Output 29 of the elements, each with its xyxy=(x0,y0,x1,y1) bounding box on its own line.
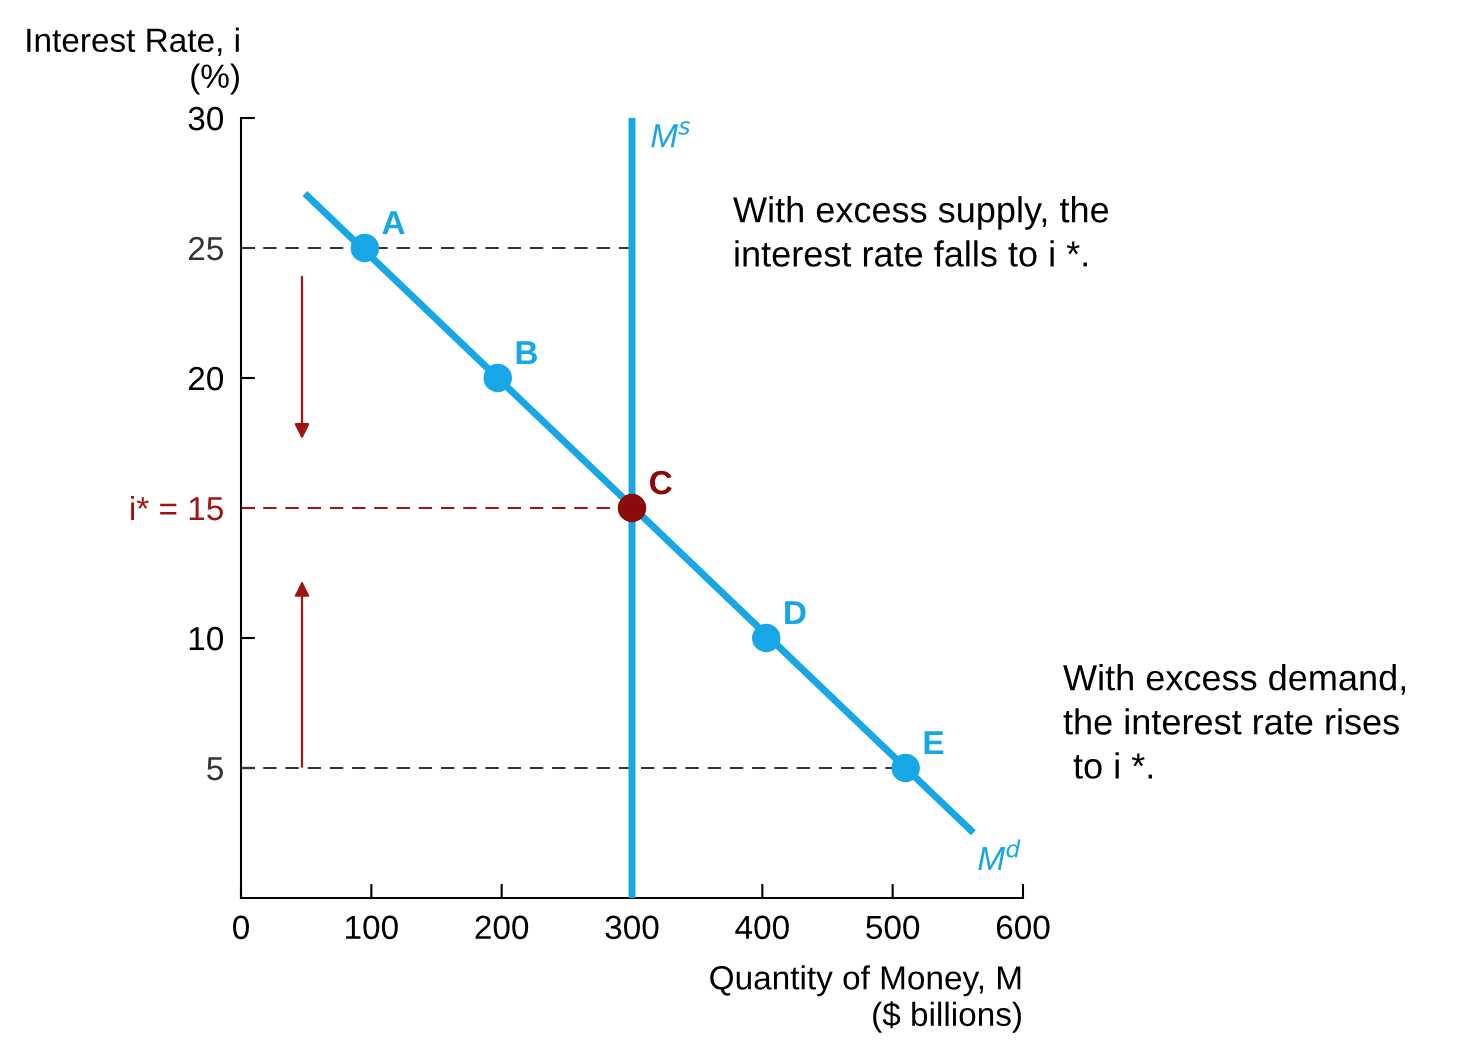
x-tick-label: 100 xyxy=(346,915,398,940)
x-tick-label: 0 xyxy=(233,915,249,940)
y-tick-label: i* = 15 xyxy=(131,495,223,521)
point xyxy=(483,363,512,393)
series-label: M$^{d}$ xyxy=(978,839,1021,870)
x-tick-label: 600 xyxy=(996,915,1050,940)
y-tick-label: 20 xyxy=(188,366,224,391)
x-tick-label: 300 xyxy=(605,915,659,940)
annotation: B xyxy=(516,341,537,365)
annotation: C xyxy=(650,470,672,495)
point xyxy=(350,233,380,263)
y-axis-title: Interest Rate, i (%) xyxy=(27,27,239,95)
text: With excess demand, the interest rate rises to i *. xyxy=(1063,664,1405,779)
point xyxy=(891,753,920,783)
x-tick-label: 400 xyxy=(735,915,789,940)
ref-line-label: M$^{s}$ xyxy=(651,121,690,148)
x-axis-title: Quantity of Money, M ($ billions) xyxy=(710,965,1021,1033)
annotation: A xyxy=(382,211,405,235)
annotation: D xyxy=(785,601,806,625)
point xyxy=(617,493,647,523)
x-tick-label: 500 xyxy=(866,915,920,940)
y-tick-label: 30 xyxy=(188,106,224,131)
y-tick-label: 25 xyxy=(188,236,223,261)
annotation: With excess supply, the interest rate falls to i *. xyxy=(733,196,1109,267)
y-tick-label: 10 xyxy=(189,626,224,651)
y-tick-label: 5 xyxy=(207,757,223,781)
annotation: E xyxy=(924,731,944,755)
point xyxy=(752,623,781,653)
x-tick-label: 200 xyxy=(475,915,529,940)
